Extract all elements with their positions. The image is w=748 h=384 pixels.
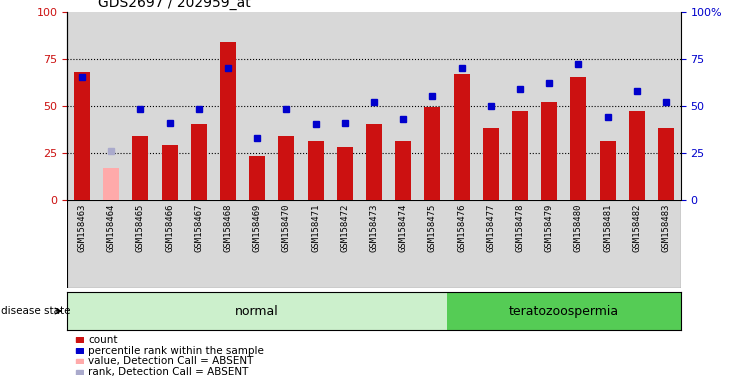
Text: GSM158468: GSM158468 (224, 204, 233, 252)
Bar (652, 12, 681, 200)
Text: GSM158467: GSM158467 (194, 204, 203, 252)
Bar (76, 359, 83, 364)
Bar (155, 12, 184, 200)
Bar (249, 156, 266, 200)
Bar (184, 200, 213, 288)
Bar (76, 348, 83, 353)
Bar (629, 111, 645, 200)
Bar (512, 111, 528, 200)
Bar (272, 200, 301, 288)
Text: GSM158480: GSM158480 (574, 204, 583, 252)
Text: GSM158478: GSM158478 (515, 204, 524, 252)
Bar (593, 12, 622, 200)
Bar (330, 200, 359, 288)
Text: GSM158470: GSM158470 (282, 204, 291, 252)
Text: teratozoospermia: teratozoospermia (509, 305, 619, 318)
Bar (622, 12, 652, 200)
Text: GSM158482: GSM158482 (632, 204, 641, 252)
Bar (652, 200, 681, 288)
Text: GSM158477: GSM158477 (486, 204, 495, 252)
Bar (184, 12, 213, 200)
Bar (359, 12, 389, 200)
Bar (67, 292, 447, 330)
Bar (506, 12, 535, 200)
Bar (155, 200, 184, 288)
Bar (191, 124, 206, 200)
Bar (76, 338, 83, 342)
Bar (132, 136, 148, 200)
Bar (622, 200, 652, 288)
Bar (535, 200, 564, 288)
Bar (366, 124, 382, 200)
Bar (453, 74, 470, 200)
Bar (162, 145, 177, 200)
Bar (278, 136, 295, 200)
Text: GSM158471: GSM158471 (311, 204, 320, 252)
Text: GSM158465: GSM158465 (136, 204, 145, 252)
Bar (476, 200, 506, 288)
Text: GSM158483: GSM158483 (661, 204, 670, 252)
Bar (447, 12, 476, 200)
Bar (126, 12, 155, 200)
Bar (447, 200, 476, 288)
Bar (67, 12, 96, 200)
Bar (337, 147, 353, 200)
Text: count: count (88, 335, 117, 345)
Bar (535, 12, 564, 200)
Bar (571, 78, 586, 200)
Bar (447, 292, 681, 330)
Bar (96, 200, 126, 288)
Bar (418, 12, 447, 200)
Text: GSM158463: GSM158463 (78, 204, 87, 252)
Text: GSM158474: GSM158474 (399, 204, 408, 252)
Bar (76, 370, 83, 374)
Text: rank, Detection Call = ABSENT: rank, Detection Call = ABSENT (88, 367, 248, 377)
Bar (330, 12, 359, 200)
Text: disease state: disease state (1, 306, 70, 316)
Bar (564, 12, 593, 200)
Bar (126, 200, 155, 288)
Text: GSM158479: GSM158479 (545, 204, 554, 252)
Bar (96, 12, 126, 200)
Bar (213, 12, 242, 200)
Bar (389, 12, 418, 200)
Bar (600, 141, 616, 200)
Bar (307, 141, 324, 200)
Text: GSM158472: GSM158472 (340, 204, 349, 252)
Bar (593, 200, 622, 288)
Text: GSM158469: GSM158469 (253, 204, 262, 252)
Text: GSM158476: GSM158476 (457, 204, 466, 252)
Bar (476, 12, 506, 200)
Bar (103, 168, 119, 200)
Bar (359, 200, 389, 288)
Text: GSM158475: GSM158475 (428, 204, 437, 252)
Text: normal: normal (236, 305, 279, 318)
Bar (506, 200, 535, 288)
Bar (424, 108, 441, 200)
Bar (389, 200, 418, 288)
Bar (272, 12, 301, 200)
Bar (395, 141, 411, 200)
Bar (74, 72, 90, 200)
Text: GSM158464: GSM158464 (107, 204, 116, 252)
Text: GSM158481: GSM158481 (603, 204, 612, 252)
Bar (658, 128, 674, 200)
Bar (564, 200, 593, 288)
Bar (301, 200, 330, 288)
Text: GSM158466: GSM158466 (165, 204, 174, 252)
Bar (242, 200, 272, 288)
Bar (482, 128, 499, 200)
Bar (542, 102, 557, 200)
Text: GSM158473: GSM158473 (370, 204, 378, 252)
Bar (67, 200, 96, 288)
Text: value, Detection Call = ABSENT: value, Detection Call = ABSENT (88, 356, 254, 366)
Bar (418, 200, 447, 288)
Bar (213, 200, 242, 288)
Bar (301, 12, 330, 200)
Text: GDS2697 / 202959_at: GDS2697 / 202959_at (98, 0, 251, 10)
Bar (242, 12, 272, 200)
Bar (220, 41, 236, 200)
Text: percentile rank within the sample: percentile rank within the sample (88, 346, 264, 356)
